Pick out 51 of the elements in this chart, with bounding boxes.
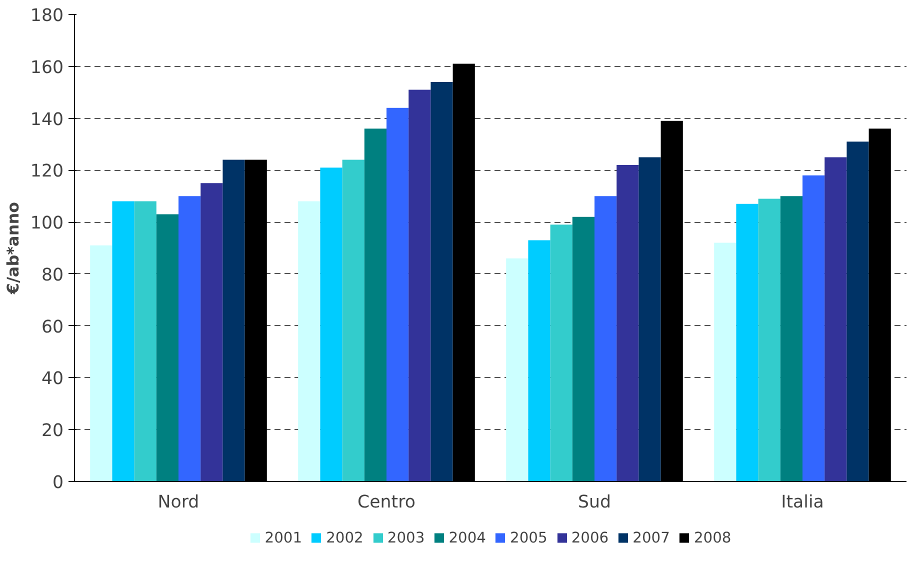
bar [758, 198, 780, 482]
bar [112, 201, 134, 482]
y-tick-label: 140 [30, 110, 64, 130]
bar [90, 245, 112, 482]
bar [824, 157, 847, 482]
x-tick-label: Centro [358, 492, 416, 512]
y-tick-label: 20 [41, 421, 64, 442]
bar [178, 196, 201, 482]
x-tick-label: Sud [578, 492, 611, 512]
x-tick-label: Italia [781, 492, 824, 512]
y-tick-label: 0 [52, 473, 64, 493]
bar [386, 108, 409, 482]
bar [430, 82, 453, 482]
y-tick-label: 180 [30, 6, 64, 26]
y-tick-label: 160 [30, 58, 64, 78]
bar [200, 183, 223, 482]
bar [222, 160, 245, 482]
bar [528, 240, 550, 482]
bar [408, 90, 431, 482]
y-tick-label: 60 [41, 317, 64, 338]
legend-label: 2004 [448, 529, 486, 546]
bar [342, 160, 364, 482]
legend-label: 2003 [387, 529, 425, 546]
bar [736, 204, 758, 482]
bar [298, 201, 320, 482]
y-tick-label: 100 [30, 214, 64, 234]
bar [616, 164, 639, 482]
x-tick-label: Nord [158, 492, 200, 512]
bar [320, 168, 342, 482]
bar [780, 196, 802, 482]
bar [638, 157, 661, 482]
bar [846, 142, 869, 482]
bar [714, 242, 736, 482]
bar [594, 196, 617, 482]
bar [364, 128, 386, 482]
bar [134, 201, 156, 482]
legend-label: 2002 [326, 529, 364, 546]
y-tick-label: 40 [41, 369, 64, 390]
bar [802, 175, 825, 482]
y-tick-label: 120 [30, 162, 64, 182]
bar [156, 214, 178, 482]
bar [550, 224, 572, 482]
legend-label: 2008 [694, 529, 732, 546]
legend-label: 2007 [632, 529, 670, 546]
legend-label: 2005 [510, 529, 548, 546]
legend-label: 2001 [264, 529, 302, 546]
bar [506, 258, 528, 482]
y-tick-label: 80 [41, 265, 64, 286]
bar [572, 216, 594, 482]
legend-label: 2006 [571, 529, 609, 546]
y-axis-title: €/ab*anno [3, 202, 22, 296]
